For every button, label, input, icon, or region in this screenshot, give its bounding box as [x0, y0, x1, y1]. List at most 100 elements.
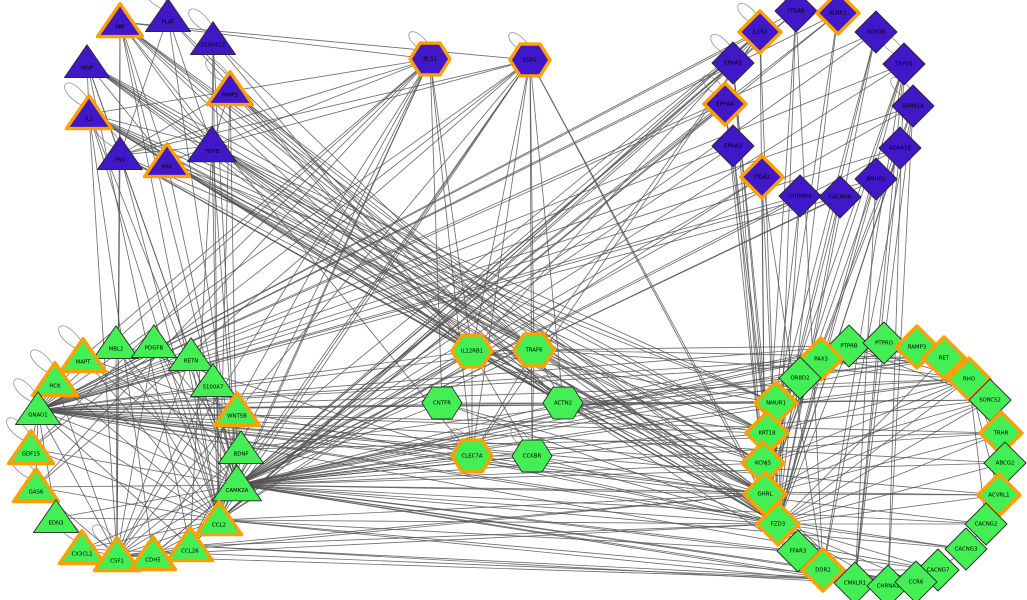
diamond-node-shape[interactable] — [882, 42, 926, 86]
triangle-node-shape[interactable] — [15, 391, 61, 425]
graph-node-cacng6[interactable]: CACNG6 — [818, 175, 862, 219]
triangle-node-shape[interactable] — [212, 464, 262, 502]
diamond-node-shape[interactable] — [891, 84, 935, 128]
graph-node-epha3[interactable]: EPHA3 — [711, 124, 755, 168]
triangle-node-shape[interactable] — [30, 361, 80, 398]
triangle-node-shape[interactable] — [142, 142, 192, 179]
edge — [211, 145, 473, 352]
edge — [116, 355, 192, 557]
hexagon-node-shape[interactable] — [421, 386, 463, 420]
triangle-node-shape[interactable] — [190, 363, 236, 397]
edge — [119, 16, 169, 156]
hexagon-node-shape[interactable] — [408, 41, 452, 77]
hexagon-node-shape[interactable] — [450, 333, 494, 369]
triangle-node-shape[interactable] — [205, 70, 255, 107]
graph-node-cntfr[interactable]: CNTFR — [421, 386, 463, 420]
hexagon-node-shape[interactable] — [512, 332, 556, 368]
graph-node-trpv1[interactable]: TRPV1 — [882, 42, 926, 86]
diamond-node-shape[interactable] — [964, 502, 1008, 546]
diamond-node-shape[interactable] — [862, 321, 906, 365]
edge — [35, 486, 220, 521]
graph-node-esr2[interactable]: ESR2 — [508, 42, 552, 78]
triangle-node-shape[interactable] — [64, 44, 110, 78]
diamond-node-shape[interactable] — [755, 501, 801, 547]
triangle-node-shape[interactable] — [92, 536, 142, 573]
edge — [167, 16, 473, 352]
diamond-node-shape[interactable] — [711, 41, 755, 85]
graph-node-itga8[interactable]: ITGA8 — [774, 0, 818, 33]
triangle-node-shape[interactable] — [93, 325, 139, 359]
graph-node-klrk1[interactable]: KLRK1 — [815, 0, 861, 36]
graph-node-gdf15[interactable]: GDF15 — [6, 429, 56, 466]
edge — [236, 484, 1000, 496]
graph-node-s100a12[interactable]: S100A12 — [190, 21, 236, 55]
triangle-node-shape[interactable] — [187, 125, 237, 163]
diamond-node-shape[interactable] — [818, 175, 862, 219]
edge — [37, 350, 473, 411]
diamond-node-shape[interactable] — [739, 154, 785, 200]
triangle-node-shape[interactable] — [64, 94, 114, 131]
diamond-node-shape[interactable] — [702, 81, 748, 127]
triangle-node-shape[interactable] — [194, 500, 244, 537]
graph-node-epha4[interactable]: EPHA4 — [702, 81, 748, 127]
diamond-node-shape[interactable] — [774, 0, 818, 33]
edge — [189, 545, 856, 584]
graph-node-mmp3[interactable]: MMP3 — [205, 70, 255, 107]
diamond-node-shape[interactable] — [854, 10, 898, 54]
self-loop-edge — [92, 524, 121, 551]
edge — [152, 58, 431, 556]
triangle-node-shape[interactable] — [97, 136, 143, 170]
triangle-node-shape[interactable] — [165, 526, 215, 563]
edge — [218, 350, 473, 521]
triangle-node-shape[interactable] — [6, 429, 56, 466]
edge — [211, 145, 564, 404]
diamond-node-shape[interactable] — [711, 124, 755, 168]
hexagon-node-shape[interactable] — [508, 42, 552, 78]
diamond-node-shape[interactable] — [737, 9, 783, 55]
edge — [86, 62, 473, 352]
graph-node-itga2[interactable]: ITGA2 — [739, 154, 785, 200]
diamond-node-shape[interactable] — [800, 547, 846, 593]
graph-node-plat[interactable]: PLAT — [145, 0, 191, 32]
graph-node-il12rb1[interactable]: IL12RB1 — [450, 333, 494, 369]
diamond-node-shape[interactable] — [815, 0, 861, 36]
hexagon-node-shape[interactable] — [542, 386, 584, 420]
diamond-node-shape[interactable] — [778, 174, 822, 218]
edge — [218, 519, 917, 583]
triangle-node-shape[interactable] — [190, 21, 236, 55]
diamond-node-shape[interactable] — [921, 335, 967, 381]
graph-node-cx3cl1[interactable]: CX3CL1 — [57, 529, 107, 566]
triangle-node-shape[interactable] — [33, 499, 79, 533]
edge — [240, 432, 1002, 450]
edge — [81, 548, 917, 583]
triangle-node-shape[interactable] — [95, 2, 145, 39]
triangle-node-shape[interactable] — [128, 535, 178, 572]
graph-node-scn3b[interactable]: SCN3B — [854, 10, 898, 54]
triangle-node-shape[interactable] — [168, 337, 214, 371]
diamond-node-shape[interactable] — [944, 527, 988, 571]
triangle-node-shape[interactable] — [131, 324, 177, 358]
diamond-node-shape[interactable] — [833, 561, 877, 600]
hexagon-node-shape[interactable] — [450, 438, 494, 474]
hexagon-node-shape[interactable] — [511, 439, 553, 473]
graph-node-clec7a[interactable]: CLEC7A — [450, 438, 494, 474]
graph-node-il1r2[interactable]: IL1R2 — [737, 9, 783, 55]
graph-node-mgp[interactable]: MGP — [64, 44, 110, 78]
diamond-node-shape[interactable] — [854, 157, 898, 201]
diamond-node-shape[interactable] — [894, 560, 938, 600]
diamond-node-shape[interactable] — [778, 356, 822, 400]
graph-node-traf6[interactable]: TRAF6 — [512, 332, 556, 368]
triangle-node-shape[interactable] — [218, 430, 264, 464]
edge — [562, 402, 766, 495]
triangle-node-shape[interactable] — [145, 0, 191, 32]
graph-node-edn3[interactable]: EDN3 — [33, 499, 79, 533]
triangle-node-shape[interactable] — [11, 467, 61, 504]
graph-node-mif[interactable]: MIF — [95, 2, 145, 39]
triangle-node-shape[interactable] — [58, 337, 108, 374]
diamond-node-shape[interactable] — [878, 126, 922, 170]
graph-node-bls1[interactable]: BLS1 — [408, 41, 452, 77]
triangle-node-shape[interactable] — [57, 529, 107, 566]
edge — [54, 380, 238, 486]
triangle-node-shape[interactable] — [212, 391, 262, 428]
